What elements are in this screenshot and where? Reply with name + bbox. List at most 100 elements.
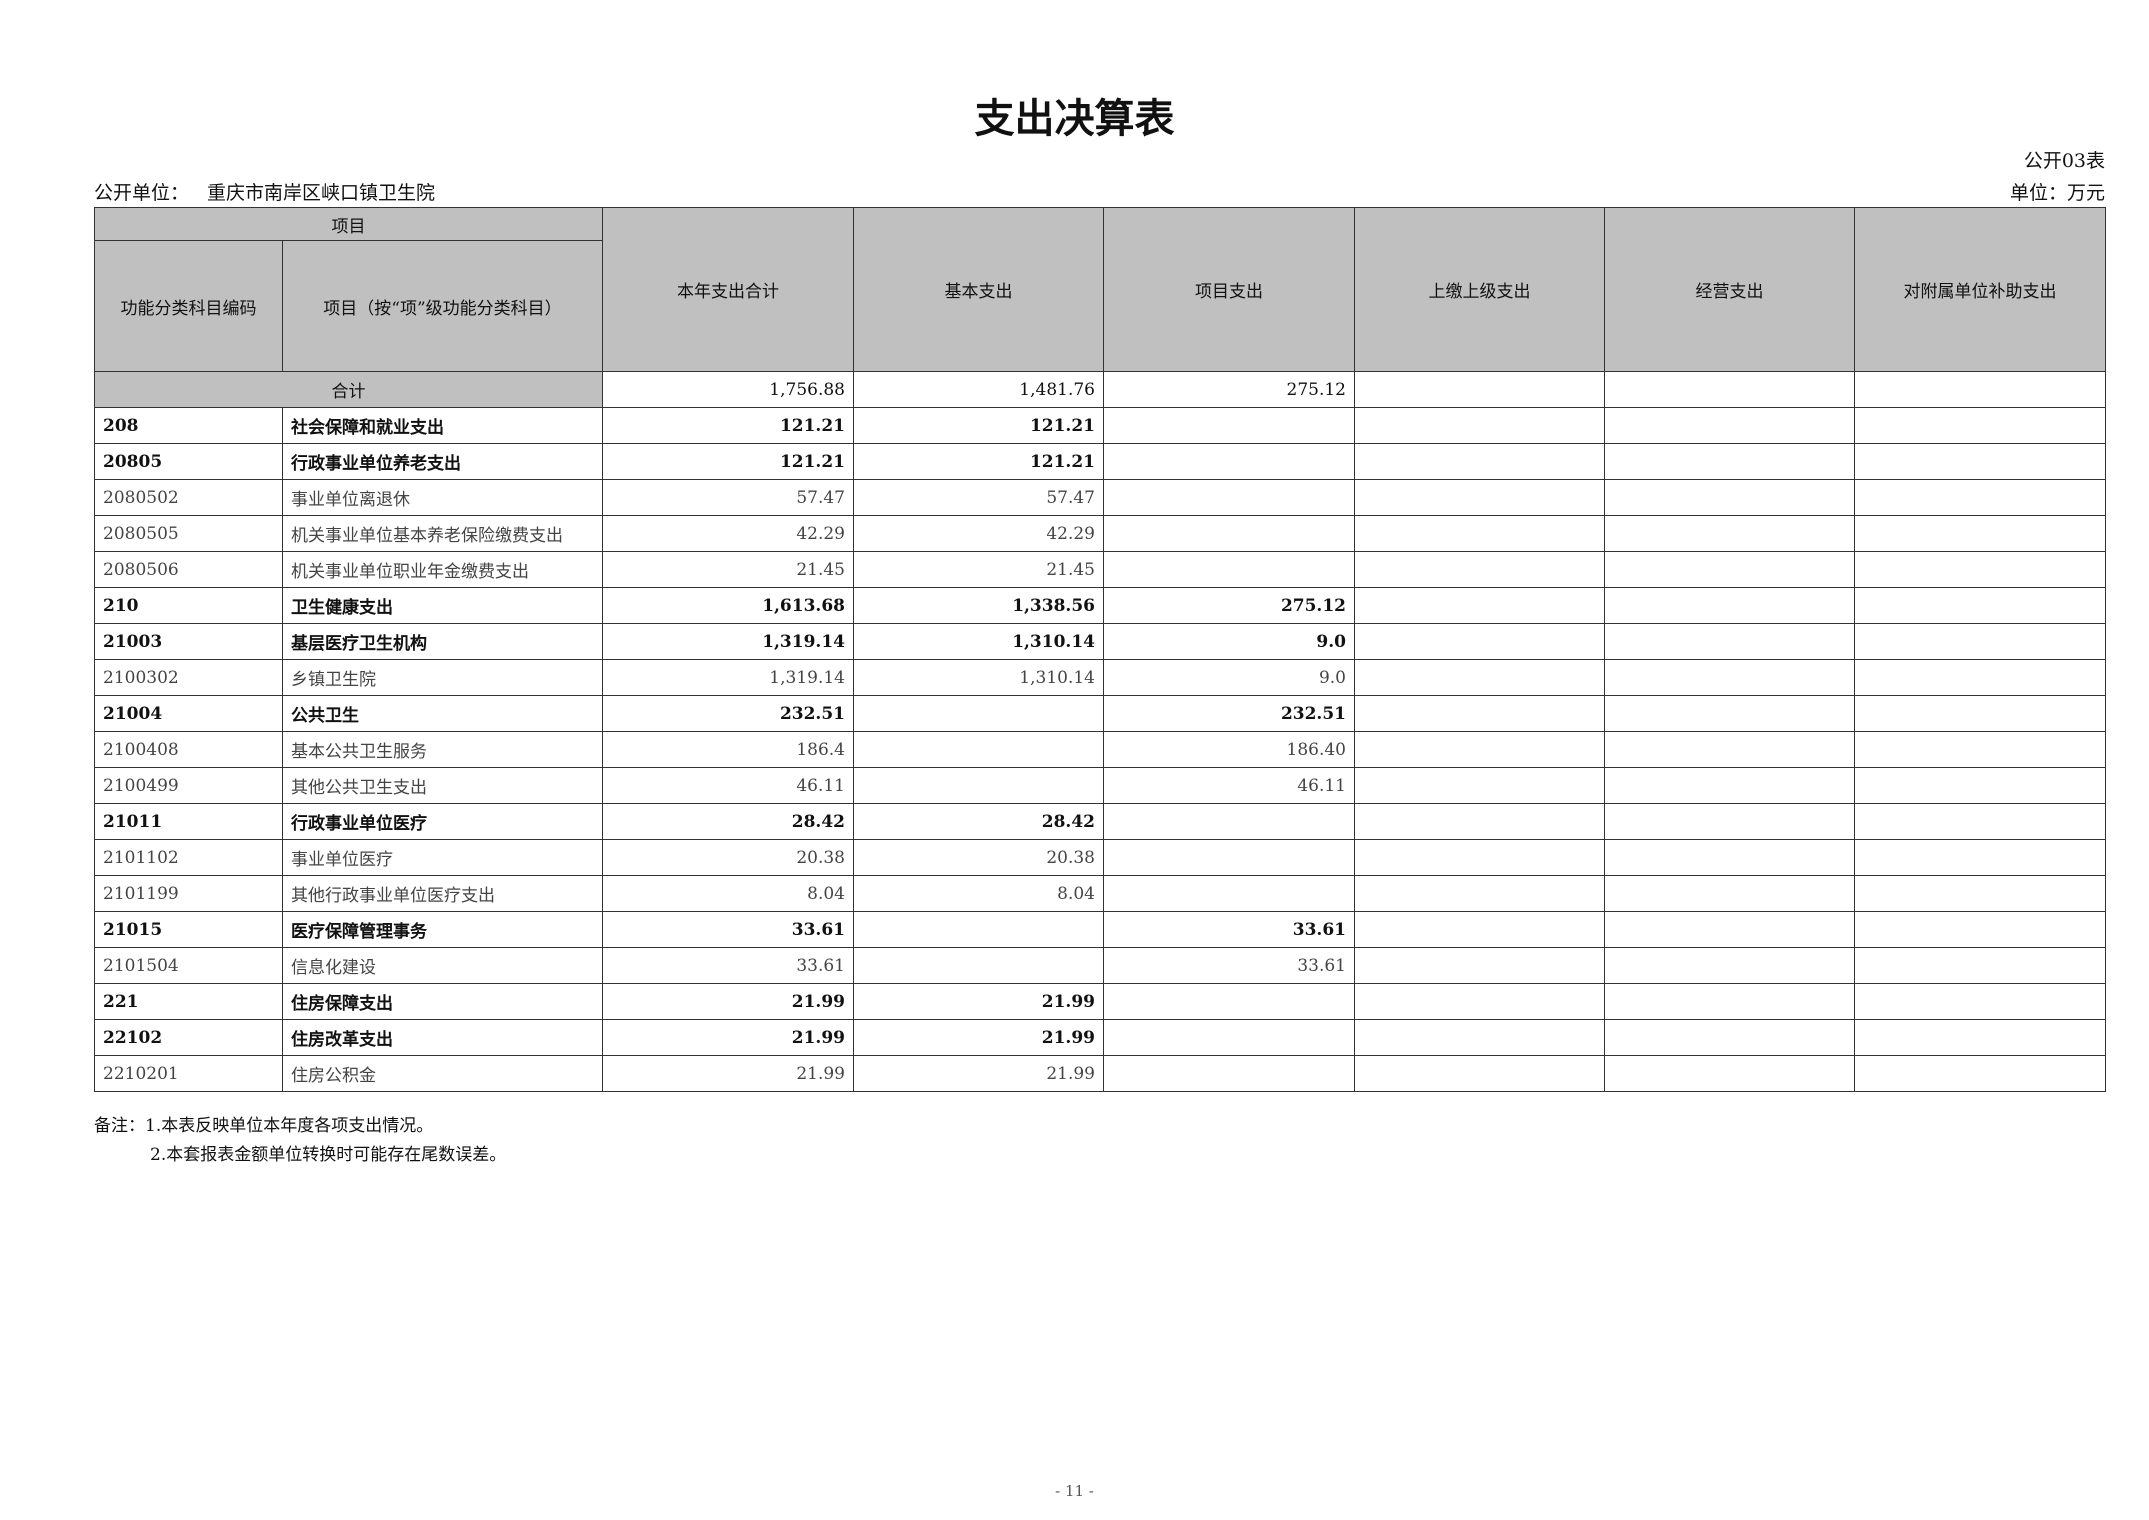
row-value xyxy=(1354,695,1605,732)
row-value: 21.99 xyxy=(602,983,854,1020)
header-col: 项目支出 xyxy=(1103,207,1355,372)
row-value xyxy=(1604,947,1855,984)
page-number: - 11 - xyxy=(1055,1482,1094,1500)
row-value xyxy=(1854,767,2106,804)
header-col: 对附属单位补助支出 xyxy=(1854,207,2106,372)
row-value xyxy=(1103,1019,1355,1056)
table-row: 221 住房保障支出 21.99 21.99 xyxy=(94,983,2106,1020)
row-code: 2100302 xyxy=(94,659,283,696)
row-value xyxy=(1854,911,2106,948)
row-value xyxy=(1604,623,1855,660)
reporting-unit-label: 公开单位： xyxy=(94,182,190,204)
row-value: 121.21 xyxy=(602,443,854,480)
row-name: 行政事业单位医疗 xyxy=(282,803,603,840)
row-value: 21.99 xyxy=(602,1055,854,1092)
row-value xyxy=(1354,515,1605,552)
total-label: 合计 xyxy=(94,371,603,408)
row-value xyxy=(1354,767,1605,804)
row-value: 186.4 xyxy=(602,731,854,768)
row-name: 卫生健康支出 xyxy=(282,587,603,624)
row-value xyxy=(1354,623,1605,660)
row-value: 1,319.14 xyxy=(602,623,854,660)
row-value xyxy=(1854,947,2106,984)
row-value xyxy=(1604,659,1855,696)
row-code: 221 xyxy=(94,983,283,1020)
header-col: 本年支出合计 xyxy=(602,207,854,372)
row-name: 基层医疗卫生机构 xyxy=(282,623,603,660)
row-code: 2101504 xyxy=(94,947,283,984)
row-name: 机关事业单位职业年金缴费支出 xyxy=(282,551,603,588)
row-value: 20.38 xyxy=(602,839,854,876)
row-value: 21.99 xyxy=(602,1019,854,1056)
reporting-unit-name: 重庆市南岸区峡口镇卫生院 xyxy=(207,182,436,204)
row-value: 21.99 xyxy=(853,1019,1104,1056)
row-value: 121.21 xyxy=(853,443,1104,480)
row-value xyxy=(1354,803,1605,840)
row-value xyxy=(1604,1055,1855,1092)
row-value xyxy=(1604,695,1855,732)
row-value xyxy=(1103,407,1355,444)
row-code: 20805 xyxy=(94,443,283,480)
expenditure-table: 项目 本年支出合计 基本支出 项目支出 上缴上级支出 经营支出 对附属单位补助支… xyxy=(94,207,2106,1092)
total-value: 1,756.88 xyxy=(602,371,854,408)
row-value xyxy=(1854,695,2106,732)
row-value xyxy=(1604,515,1855,552)
row-name: 住房改革支出 xyxy=(282,1019,603,1056)
row-name: 信息化建设 xyxy=(282,947,603,984)
row-value xyxy=(1604,443,1855,480)
row-name: 事业单位医疗 xyxy=(282,839,603,876)
row-value xyxy=(1604,767,1855,804)
row-value: 46.11 xyxy=(602,767,854,804)
row-value xyxy=(1854,1055,2106,1092)
row-value xyxy=(853,731,1104,768)
row-value xyxy=(1854,659,2106,696)
row-value: 33.61 xyxy=(1103,947,1355,984)
table-row: 22102 住房改革支出 21.99 21.99 xyxy=(94,1019,2106,1056)
header-col: 经营支出 xyxy=(1604,207,1855,372)
row-value xyxy=(1354,911,1605,948)
row-value xyxy=(853,767,1104,804)
header-name: 项目（按“项”级功能分类科目） xyxy=(282,240,603,372)
row-value: 1,310.14 xyxy=(853,623,1104,660)
row-value xyxy=(1604,731,1855,768)
notes: 备注：1.本表反映单位本年度各项支出情况。 2.本套报表金额单位转换时可能存在尾… xyxy=(94,1112,506,1170)
table-row: 21003 基层医疗卫生机构 1,319.14 1,310.14 9.0 xyxy=(94,623,2106,660)
row-code: 2101199 xyxy=(94,875,283,912)
row-name: 基本公共卫生服务 xyxy=(282,731,603,768)
row-value: 121.21 xyxy=(602,407,854,444)
reporting-unit: 公开单位： 重庆市南岸区峡口镇卫生院 xyxy=(94,178,453,205)
table-row: 21004 公共卫生 232.51 232.51 xyxy=(94,695,2106,732)
table-row: 2100302 乡镇卫生院 1,319.14 1,310.14 9.0 xyxy=(94,659,2106,696)
row-value: 9.0 xyxy=(1103,659,1355,696)
row-code: 2210201 xyxy=(94,1055,283,1092)
table-row: 208 社会保障和就业支出 121.21 121.21 xyxy=(94,407,2106,444)
page-title: 支出决算表 xyxy=(974,95,1175,142)
row-code: 2080505 xyxy=(94,515,283,552)
header-col: 基本支出 xyxy=(853,207,1104,372)
table-row: 2210201 住房公积金 21.99 21.99 xyxy=(94,1055,2106,1092)
row-value xyxy=(1854,839,2106,876)
row-value: 42.29 xyxy=(853,515,1104,552)
table-row: 2101199 其他行政事业单位医疗支出 8.04 8.04 xyxy=(94,875,2106,912)
row-name: 其他公共卫生支出 xyxy=(282,767,603,804)
table-row: 20805 行政事业单位养老支出 121.21 121.21 xyxy=(94,443,2106,480)
row-value: 1,310.14 xyxy=(853,659,1104,696)
currency-unit: 单位：万元 xyxy=(2009,182,2105,204)
row-value: 20.38 xyxy=(853,839,1104,876)
row-value xyxy=(1604,875,1855,912)
row-value xyxy=(1354,479,1605,516)
row-value xyxy=(1604,839,1855,876)
row-value: 21.45 xyxy=(602,551,854,588)
table-row: 2100408 基本公共卫生服务 186.4 186.40 xyxy=(94,731,2106,768)
row-code: 208 xyxy=(94,407,283,444)
row-code: 2080502 xyxy=(94,479,283,516)
table-row: 210 卫生健康支出 1,613.68 1,338.56 275.12 xyxy=(94,587,2106,624)
table-row: 2080506 机关事业单位职业年金缴费支出 21.45 21.45 xyxy=(94,551,2106,588)
header-code: 功能分类科目编码 xyxy=(94,240,283,372)
row-value: 21.45 xyxy=(853,551,1104,588)
row-value: 28.42 xyxy=(602,803,854,840)
row-value xyxy=(1354,875,1605,912)
row-value xyxy=(1854,407,2106,444)
row-name: 社会保障和就业支出 xyxy=(282,407,603,444)
row-value: 28.42 xyxy=(853,803,1104,840)
